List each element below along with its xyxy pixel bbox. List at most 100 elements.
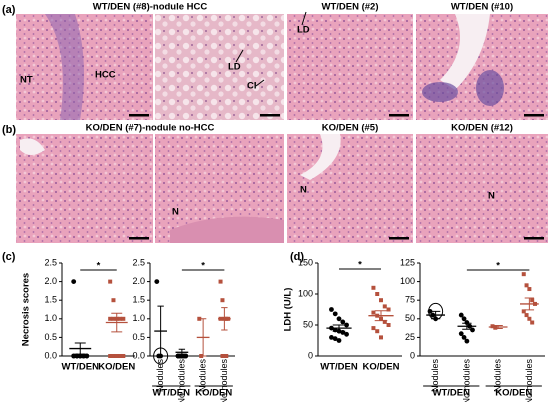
- group-label: WT/DEN: [433, 388, 471, 399]
- y-tick-label: 2.5: [132, 257, 145, 267]
- data-point: [111, 316, 116, 321]
- data-point: [493, 325, 498, 330]
- arrow: [235, 49, 244, 63]
- scale-bar: [260, 114, 280, 117]
- annotation: N: [172, 207, 179, 218]
- y-tick-label: 150: [298, 257, 313, 267]
- data-point: [382, 319, 387, 324]
- data-point: [386, 307, 391, 312]
- error-bar: [374, 310, 388, 322]
- group-label: WT/DEN: [153, 388, 191, 399]
- data-point: [527, 287, 532, 292]
- data-point: [220, 298, 225, 303]
- error-bar: [493, 324, 503, 329]
- necrosis: [170, 216, 284, 243]
- data-point: [461, 335, 467, 340]
- data-point: [470, 327, 475, 333]
- histology-image: [155, 14, 284, 120]
- y-tick-label: 0: [410, 350, 415, 360]
- scale-bar: [524, 237, 544, 240]
- data-point: [371, 310, 376, 315]
- data-point: [530, 320, 535, 325]
- data-point: [375, 329, 380, 334]
- data-point: [461, 316, 467, 322]
- data-point: [218, 279, 223, 284]
- data-point: [111, 298, 116, 303]
- data-point: [111, 354, 116, 358]
- y-tick-label: 50: [303, 319, 313, 329]
- x-tick-label: KO/DEN: [98, 362, 135, 373]
- histology-image: [416, 134, 548, 243]
- annotation: N: [488, 191, 495, 202]
- data-point: [71, 279, 77, 284]
- vessel: [20, 138, 45, 155]
- image-title: WT/DEN (#10): [451, 2, 513, 13]
- annotation: NT: [20, 75, 33, 86]
- error-bar: [524, 297, 535, 311]
- image-title: KO/DEN (#12): [451, 123, 513, 134]
- y-tick-label: 50: [405, 313, 415, 323]
- x-tick-label: WT/DEN: [320, 362, 358, 373]
- x-tick-label: Nodules: [198, 359, 208, 393]
- annotation: CI: [247, 81, 257, 92]
- y-tick-label: 100: [400, 276, 415, 286]
- data-point: [114, 354, 119, 358]
- data-point: [371, 285, 376, 290]
- error-bar: [462, 322, 472, 330]
- y-tick-label: 75: [405, 295, 415, 305]
- image-title: WT/DEN (#8)-nodule HCC: [93, 2, 208, 13]
- data-point: [108, 279, 113, 284]
- y-tick-label: 1.0: [44, 313, 57, 323]
- y-tick-label: 0.5: [44, 332, 57, 342]
- highlight-circle: [153, 347, 169, 365]
- significance-label: *: [496, 261, 500, 272]
- x-tick-label: WT/DEN: [62, 362, 100, 373]
- data-point: [175, 353, 181, 359]
- data-point: [332, 311, 338, 317]
- data-point: [197, 316, 202, 321]
- image-title: KO/DEN (#5): [322, 123, 378, 134]
- data-point: [329, 335, 334, 340]
- image-title: WT/DEN (#2): [322, 2, 379, 13]
- data-point: [71, 353, 77, 359]
- scale-bar: [129, 114, 149, 117]
- data-point: [524, 313, 529, 318]
- axis: [149, 263, 235, 357]
- y-tick-label: 2.5: [44, 257, 57, 267]
- panel-label: (b): [2, 124, 16, 136]
- x-tick-label: KO/DEN: [363, 362, 400, 373]
- data-point: [224, 354, 229, 358]
- data-point: [464, 338, 470, 344]
- y-tick-label: 1.0: [132, 313, 145, 323]
- x-tick-label: No nodules: [524, 359, 534, 402]
- data-point: [344, 322, 349, 328]
- data-point: [527, 316, 532, 321]
- y-tick-label: 0: [308, 350, 313, 360]
- image-title: KO/DEN (#7)-nodule no-HCC: [86, 123, 215, 134]
- data-point: [521, 309, 526, 314]
- scale-bar: [129, 237, 149, 240]
- annotation: N: [300, 185, 307, 196]
- error-bar: [74, 342, 86, 355]
- y-tick-label: 1.5: [44, 295, 57, 305]
- y-tick-label: 100: [298, 288, 313, 298]
- data-point: [336, 316, 342, 322]
- x-tick-label: Nodules: [493, 359, 503, 393]
- histology-image: [287, 134, 413, 243]
- annotation: LD: [297, 25, 310, 36]
- data-point: [382, 304, 387, 309]
- data-point: [108, 354, 113, 358]
- data-point: [154, 279, 160, 284]
- y-tick-label: 25: [405, 332, 415, 342]
- y-tick-label: 0.0: [132, 350, 145, 360]
- annotation: LD: [228, 62, 241, 73]
- arrow: [255, 79, 265, 87]
- error-bar: [178, 348, 186, 356]
- y-axis-label: LDH (U/L): [283, 288, 294, 332]
- arrow: [301, 11, 307, 26]
- infiltrate: [422, 82, 458, 102]
- annotation: HCC: [95, 70, 116, 81]
- data-point: [524, 283, 529, 288]
- data-point: [74, 353, 80, 359]
